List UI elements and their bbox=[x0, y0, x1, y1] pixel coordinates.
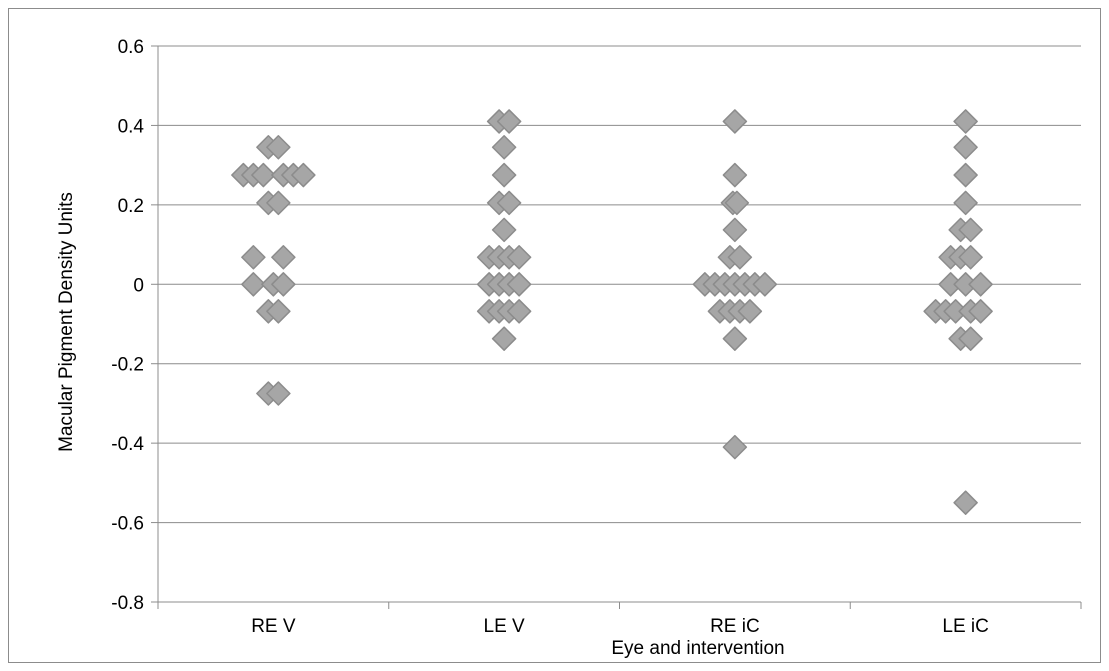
data-point bbox=[722, 217, 748, 243]
x-tick-labels: RE V LE V RE iC LE iC bbox=[251, 616, 989, 637]
data-point bbox=[506, 272, 532, 297]
data-point bbox=[722, 162, 748, 188]
data-point bbox=[491, 135, 517, 160]
y-tick-labels: 0.6 0.4 0.2 0 -0.2 -0.4 -0.6 -0.8 bbox=[111, 37, 144, 614]
data-point bbox=[722, 109, 748, 134]
y-tick-label: 0.2 bbox=[118, 196, 144, 217]
data-point bbox=[291, 162, 316, 188]
data-point bbox=[496, 190, 522, 216]
x-axis-title: Eye and intervention bbox=[611, 638, 784, 659]
data-point bbox=[491, 217, 517, 243]
data-point bbox=[266, 135, 291, 160]
data-point bbox=[241, 272, 266, 297]
data-point bbox=[968, 272, 993, 297]
y-tick-label: 0.6 bbox=[118, 37, 144, 58]
data-point bbox=[496, 109, 522, 134]
data-point bbox=[266, 299, 291, 324]
data-point bbox=[251, 162, 276, 188]
data-point bbox=[752, 272, 778, 297]
data-point bbox=[727, 245, 753, 270]
data-point bbox=[722, 326, 748, 351]
data-point bbox=[953, 490, 978, 515]
data-point bbox=[241, 245, 266, 270]
data-point bbox=[968, 299, 993, 324]
x-tick-label: RE iC bbox=[710, 616, 760, 637]
gridlines bbox=[158, 45, 1081, 524]
data-point bbox=[724, 190, 750, 216]
data-point bbox=[953, 190, 978, 216]
data-point bbox=[491, 326, 517, 351]
x-tick-label: LE V bbox=[484, 616, 526, 637]
data-point bbox=[271, 245, 296, 270]
y-tick-label: -0.8 bbox=[111, 593, 144, 614]
y-tick-label: 0 bbox=[133, 275, 144, 296]
data-point bbox=[266, 190, 291, 216]
data-points bbox=[231, 109, 993, 515]
y-tick-label: 0.4 bbox=[118, 116, 145, 137]
y-tick-label: -0.2 bbox=[111, 355, 144, 376]
data-point bbox=[953, 162, 978, 188]
data-point bbox=[958, 245, 983, 270]
y-tick-label: -0.4 bbox=[111, 434, 144, 455]
data-point bbox=[506, 299, 532, 324]
data-point bbox=[953, 135, 978, 160]
chart-area bbox=[8, 8, 1101, 663]
axes bbox=[151, 45, 1082, 609]
data-point bbox=[266, 381, 291, 406]
data-point bbox=[722, 434, 748, 460]
data-point bbox=[953, 109, 978, 134]
data-point bbox=[958, 326, 983, 351]
x-tick-label: LE iC bbox=[942, 616, 988, 637]
y-tick-label: -0.6 bbox=[111, 514, 144, 535]
data-point bbox=[271, 272, 296, 297]
data-point bbox=[958, 217, 983, 243]
data-point bbox=[491, 162, 517, 188]
y-axis-title: Macular Pigment Density Units bbox=[56, 192, 77, 452]
data-point bbox=[737, 299, 763, 324]
data-point bbox=[506, 245, 532, 270]
x-tick-label: RE V bbox=[251, 616, 296, 637]
